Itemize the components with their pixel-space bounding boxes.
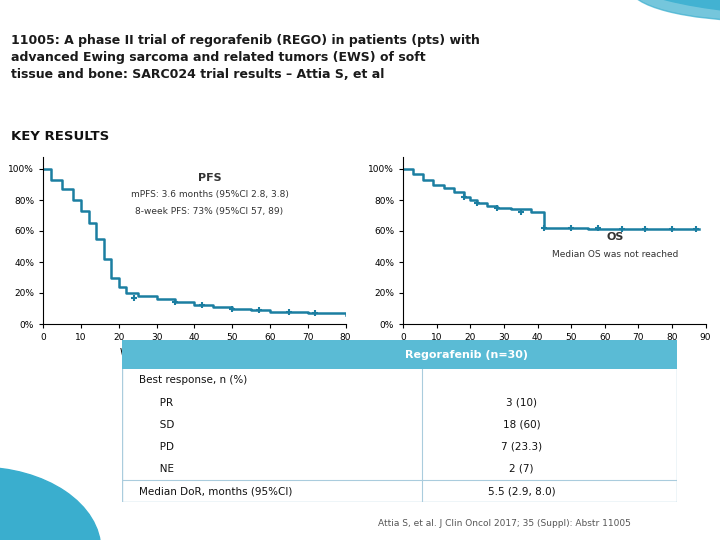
Text: KEY RESULTS: KEY RESULTS [11,130,109,143]
FancyBboxPatch shape [122,340,677,502]
X-axis label: Weeks from start of treatment: Weeks from start of treatment [480,348,629,357]
Ellipse shape [608,0,720,15]
Circle shape [0,467,101,540]
Text: 3 (10): 3 (10) [506,397,537,408]
FancyBboxPatch shape [122,340,677,369]
Text: PD: PD [150,442,174,452]
Text: Attia S, et al. J Clin Oncol 2017; 35 (Suppl): Abstr 11005: Attia S, et al. J Clin Oncol 2017; 35 (S… [377,519,631,528]
Text: Best response, n (%): Best response, n (%) [139,375,247,386]
Text: 18 (60): 18 (60) [503,420,541,430]
Text: PR: PR [150,397,174,408]
Text: 11005: A phase II trial of regorafenib (REGO) in patients (pts) with
advanced Ew: 11005: A phase II trial of regorafenib (… [11,33,480,80]
Text: 2 (7): 2 (7) [509,464,534,474]
Text: mPFS: 3.6 months (95%CI 2.8, 3.8): mPFS: 3.6 months (95%CI 2.8, 3.8) [130,190,289,199]
Text: SD: SD [150,420,174,430]
Text: 5.5 (2.9, 8.0): 5.5 (2.9, 8.0) [487,486,555,496]
Text: Regorafenib (n=30): Regorafenib (n=30) [405,350,528,360]
Text: Median DoR, months (95%CI): Median DoR, months (95%CI) [139,486,292,496]
Text: NE: NE [150,464,174,474]
Text: 8-week PFS: 73% (95%CI 57, 89): 8-week PFS: 73% (95%CI 57, 89) [135,207,284,216]
Text: 7 (23.3): 7 (23.3) [501,442,542,452]
Ellipse shape [630,0,720,21]
Text: PFS: PFS [198,173,221,184]
X-axis label: Weeks from start of treatment: Weeks from start of treatment [120,348,269,357]
Text: OS: OS [606,232,624,242]
Text: Median OS was not reached: Median OS was not reached [552,251,678,259]
